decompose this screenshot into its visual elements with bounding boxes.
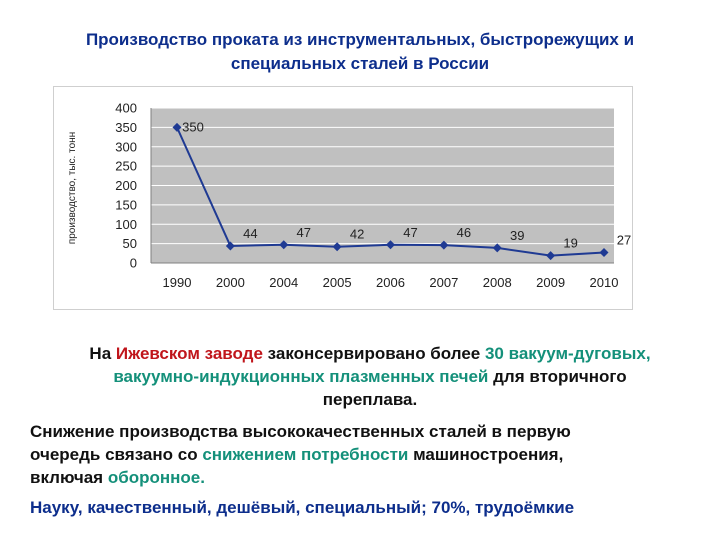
data-point (172, 122, 182, 132)
p2-highlight-demand: снижением потребности (202, 445, 409, 464)
x-tick-label: 2009 (536, 275, 565, 290)
x-tick-label: 2004 (269, 275, 298, 290)
y-tick-label: 250 (115, 159, 137, 174)
y-axis-label: производство, тыс. тонн (67, 132, 78, 244)
title-line-2: специальных сталей в России (230, 54, 490, 73)
x-tick-label: 2008 (483, 275, 512, 290)
x-tick-label: 2000 (216, 275, 245, 290)
p1-highlight-plant: Ижевском заводе (115, 344, 263, 363)
data-point (225, 241, 235, 251)
title-line-1: Производство проката из инструментальных… (85, 30, 635, 49)
y-tick-label: 200 (115, 178, 137, 193)
x-tick-label: 2010 (590, 275, 619, 290)
x-tick-label: 2005 (323, 275, 352, 290)
data-label: 27 (617, 233, 631, 248)
y-tick-label: 0 (130, 256, 137, 271)
data-point (439, 240, 449, 250)
page-title: Производство проката из инструментальных… (20, 28, 700, 76)
data-point (332, 242, 342, 252)
p1-text-3: для вторичного (488, 367, 627, 386)
data-label: 46 (457, 225, 471, 240)
p1-text-1: На (89, 344, 116, 363)
x-tick-label: 2007 (429, 275, 458, 290)
data-point (546, 251, 556, 261)
y-tick-label: 350 (115, 120, 137, 135)
p2-highlight-defense: оборонное. (107, 468, 205, 487)
data-point (279, 240, 289, 250)
p2-text-1: Снижение производства высококачественных… (30, 422, 571, 441)
p2-text-4: включая (30, 468, 108, 487)
p1-highlight-count: 30 вакуум-дуговых, (484, 344, 651, 363)
paragraph-izhevsk: На Ижевском заводе законсервировано боле… (20, 342, 720, 411)
data-label: 47 (297, 225, 311, 240)
data-point (599, 248, 609, 258)
y-tick-label: 150 (115, 197, 137, 212)
p1-text-2: законсервировано более (262, 344, 485, 363)
data-label: 44 (243, 226, 257, 241)
y-tick-label: 50 (123, 236, 137, 251)
y-tick-label: 100 (115, 217, 137, 232)
paragraph-summary: Науку, качественный, дешёвый, специальны… (30, 498, 575, 517)
x-tick-label: 1990 (163, 275, 192, 290)
data-point (492, 243, 502, 253)
x-tick-label: 2006 (376, 275, 405, 290)
data-label: 39 (510, 228, 524, 243)
p2-text-2: очередь связано со (30, 445, 203, 464)
p1-text-4: переплава. (322, 390, 418, 409)
data-label: 19 (563, 236, 577, 251)
p1-highlight-furnaces: вакуумно-индукционных плазменных печей (113, 367, 489, 386)
data-label: 350 (182, 119, 204, 134)
data-label: 42 (350, 227, 364, 242)
paragraph-decline: Снижение производства высококачественных… (30, 420, 710, 489)
data-point (386, 240, 395, 250)
y-tick-label: 400 (115, 101, 137, 116)
y-tick-label: 300 (115, 139, 137, 154)
p2-text-3: машиностроения, (408, 445, 564, 464)
data-label: 47 (403, 225, 417, 240)
